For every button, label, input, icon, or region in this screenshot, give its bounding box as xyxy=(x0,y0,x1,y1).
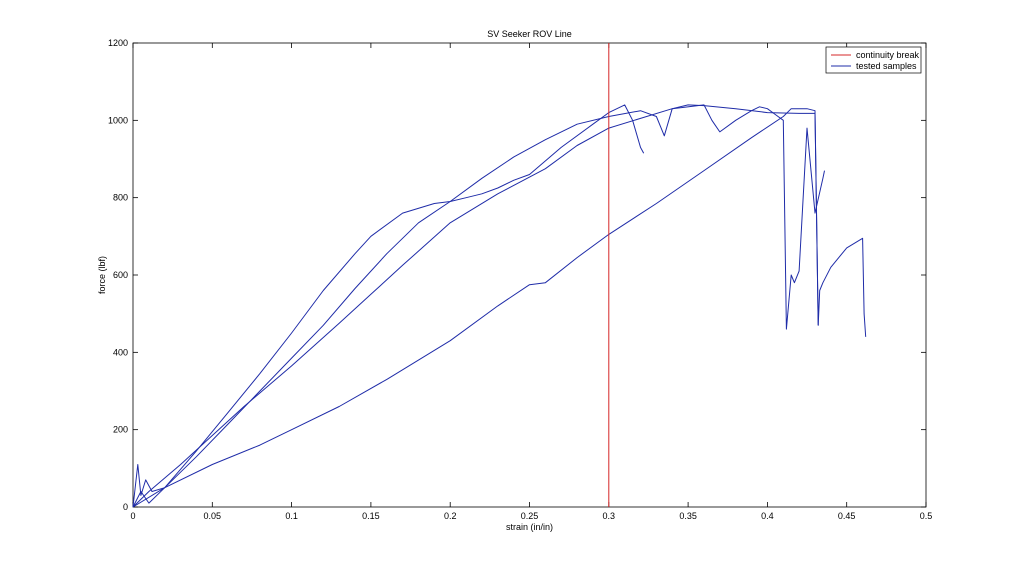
x-tick-label: 0.5 xyxy=(920,511,933,521)
legend: continuity break tested samples xyxy=(825,46,922,74)
series-group xyxy=(132,104,867,508)
x-tick-label: 0.15 xyxy=(362,511,380,521)
ticks-group: 0 0.05 0.1 0.15 0.2 0.25 0.3 0.35 0.4 0.45 0.5 0 200… xyxy=(108,38,932,521)
y-tick-label: 800 xyxy=(113,193,128,203)
x-tick-label: 0.1 xyxy=(285,511,298,521)
x-tick-label: 0.2 xyxy=(444,511,457,521)
x-tick-label: 0 xyxy=(130,511,135,521)
plot-frame xyxy=(132,42,927,508)
sample-curve-4 xyxy=(132,108,867,508)
x-tick-label: 0.25 xyxy=(521,511,539,521)
sample-curve-2 xyxy=(132,104,825,508)
y-axis-label: force (lbf) xyxy=(97,256,107,294)
legend-box xyxy=(825,46,922,74)
sample-curve-1 xyxy=(132,104,645,508)
sample-curve-3 xyxy=(132,104,819,508)
axes-box-group xyxy=(132,42,927,508)
y-tick-label: 600 xyxy=(113,270,128,280)
y-tick-label: 400 xyxy=(113,347,128,357)
x-axis-label: strain (in/in) xyxy=(506,522,553,532)
x-tick-label: 0.45 xyxy=(838,511,856,521)
y-tick-label: 1200 xyxy=(108,38,128,48)
y-tick-label: 1000 xyxy=(108,115,128,125)
x-tick-label: 0.35 xyxy=(679,511,697,521)
x-tick-label: 0.3 xyxy=(603,511,616,521)
legend-label-continuity-break: continuity break xyxy=(856,50,920,60)
y-tick-label: 200 xyxy=(113,425,128,435)
chart-title: SV Seeker ROV Line xyxy=(487,29,572,39)
legend-label-tested-samples: tested samples xyxy=(856,61,917,71)
x-tick-label: 0.05 xyxy=(204,511,222,521)
x-tick-label: 0.4 xyxy=(761,511,774,521)
y-tick-label: 0 xyxy=(123,502,128,512)
